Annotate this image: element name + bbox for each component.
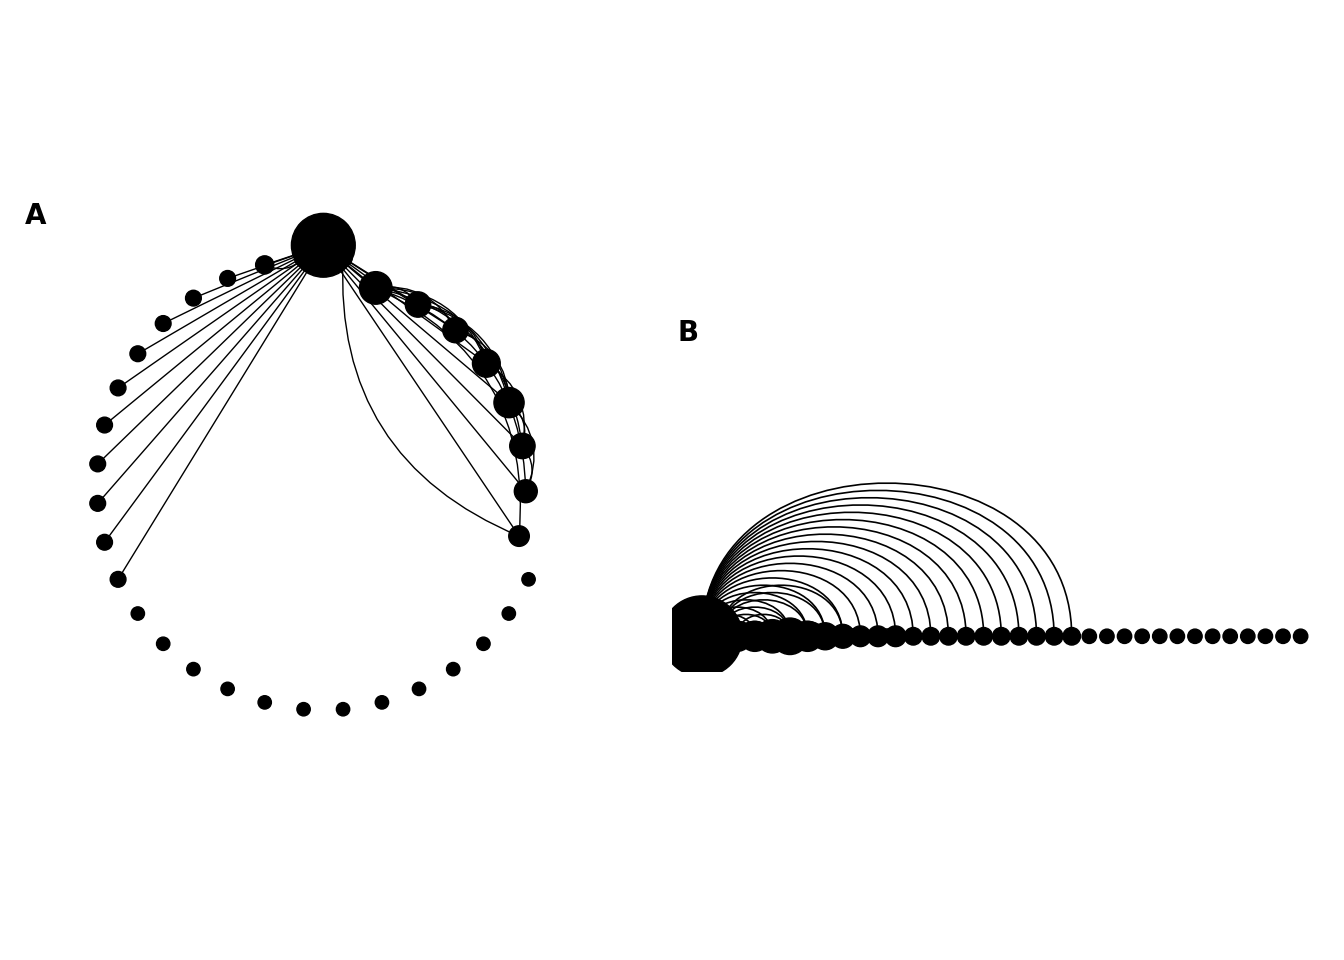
Circle shape [336, 703, 349, 716]
Circle shape [812, 623, 839, 650]
Circle shape [1063, 628, 1081, 645]
Circle shape [1082, 629, 1097, 643]
Circle shape [1117, 629, 1132, 643]
Circle shape [957, 628, 974, 645]
Circle shape [255, 255, 274, 274]
Circle shape [294, 249, 313, 267]
Circle shape [1206, 629, 1220, 643]
Circle shape [722, 621, 753, 652]
Circle shape [292, 213, 355, 277]
Circle shape [974, 628, 992, 645]
Circle shape [90, 495, 106, 512]
Circle shape [922, 628, 939, 645]
Circle shape [187, 662, 200, 676]
Circle shape [1134, 629, 1149, 643]
Circle shape [849, 626, 871, 647]
Circle shape [258, 696, 271, 709]
Text: B: B [677, 319, 699, 347]
Circle shape [495, 388, 524, 418]
Circle shape [905, 628, 922, 645]
Circle shape [1293, 629, 1308, 643]
Circle shape [297, 703, 310, 716]
Circle shape [509, 526, 530, 546]
Circle shape [939, 628, 957, 645]
Circle shape [661, 596, 742, 677]
Circle shape [359, 272, 392, 304]
Circle shape [1011, 628, 1028, 645]
Circle shape [1275, 629, 1290, 643]
Circle shape [477, 637, 491, 651]
Circle shape [1241, 629, 1255, 643]
Circle shape [442, 318, 468, 343]
Circle shape [515, 480, 538, 503]
Circle shape [132, 607, 145, 620]
Circle shape [886, 626, 906, 647]
Circle shape [406, 292, 430, 317]
Circle shape [992, 628, 1011, 645]
Circle shape [97, 418, 113, 433]
Circle shape [185, 290, 202, 306]
Circle shape [739, 621, 770, 652]
Circle shape [1171, 629, 1184, 643]
Circle shape [771, 618, 808, 655]
Circle shape [1153, 629, 1167, 643]
Circle shape [1099, 629, 1114, 643]
Circle shape [333, 249, 352, 267]
Circle shape [700, 616, 739, 656]
Circle shape [110, 380, 126, 396]
Circle shape [503, 607, 516, 620]
Circle shape [509, 433, 535, 459]
Circle shape [110, 571, 126, 588]
Circle shape [755, 619, 789, 653]
Circle shape [793, 621, 823, 652]
Circle shape [156, 316, 171, 331]
Circle shape [130, 346, 145, 362]
Circle shape [1028, 628, 1046, 645]
Circle shape [1188, 629, 1202, 643]
Circle shape [97, 535, 113, 550]
Circle shape [90, 456, 106, 471]
Circle shape [219, 271, 235, 286]
Circle shape [220, 683, 234, 696]
Circle shape [831, 624, 855, 648]
Circle shape [1258, 629, 1273, 643]
Circle shape [1046, 628, 1063, 645]
Circle shape [521, 573, 535, 586]
Circle shape [473, 349, 500, 377]
Circle shape [156, 637, 169, 651]
Circle shape [375, 696, 388, 709]
Text: A: A [26, 203, 47, 230]
Circle shape [446, 662, 460, 676]
Circle shape [413, 683, 426, 696]
Circle shape [1223, 629, 1238, 643]
Circle shape [868, 626, 888, 647]
